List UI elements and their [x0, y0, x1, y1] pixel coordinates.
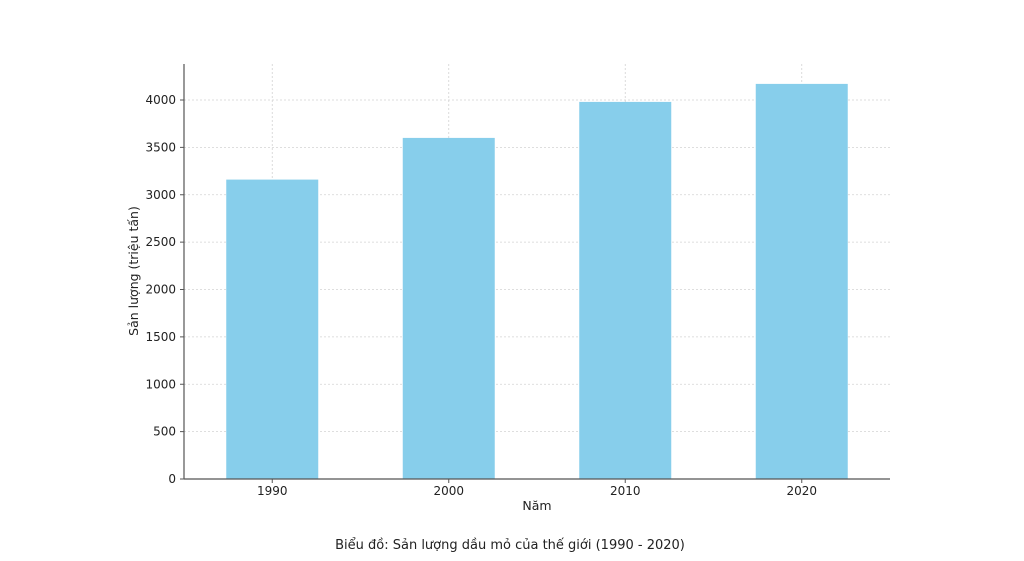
- y-tick-label: 3500: [145, 140, 176, 154]
- bars: [226, 83, 848, 480]
- x-tick-label: 2000: [433, 484, 464, 498]
- x-tick-label: 2010: [610, 484, 641, 498]
- y-tick-label: 2000: [145, 283, 176, 297]
- y-tick-label: 3000: [145, 188, 176, 202]
- chart-caption: Biểu đồ: Sản lượng dầu mỏ của thế giới (…: [335, 538, 685, 553]
- bar-2020: [755, 83, 848, 479]
- x-tick-label: 1990: [257, 484, 288, 498]
- bar-2000: [402, 137, 495, 479]
- y-axis-label: Sản lượng (triệu tấn): [126, 206, 141, 336]
- bar-2010: [579, 101, 672, 480]
- y-tick-label: 1000: [145, 377, 176, 391]
- bar-1990: [226, 179, 319, 479]
- axes: [183, 64, 890, 480]
- tick-labels: 0 500 1000 1500 2000 2500 3000 3500 4000 1990 2000…: [145, 93, 817, 498]
- x-tick-label: 2020: [786, 484, 817, 498]
- y-tick-label: 2500: [145, 235, 176, 249]
- y-tick-label: 500: [153, 425, 176, 439]
- x-axis-label: Năm: [522, 498, 551, 513]
- y-tick-label: 0: [168, 472, 176, 486]
- y-tick-label: 4000: [145, 93, 176, 107]
- y-tick-label: 1500: [145, 330, 176, 344]
